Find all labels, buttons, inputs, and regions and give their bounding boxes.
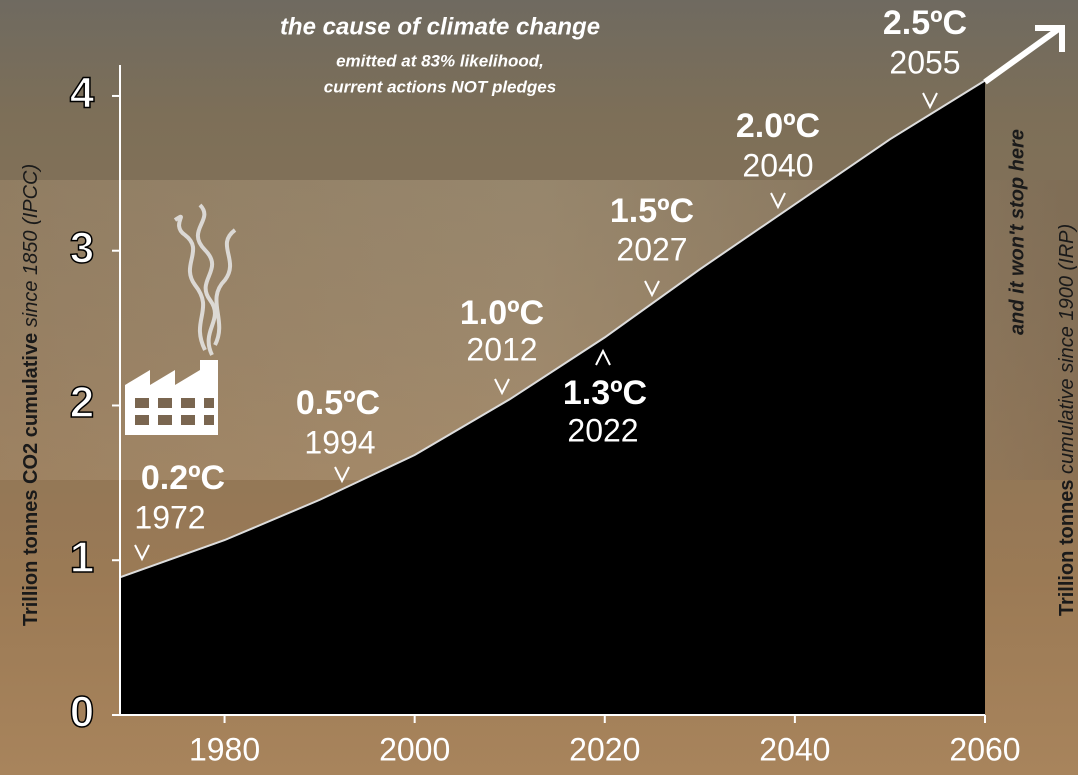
y-label-main: Trillion tonnes CO2 cumulative [20,333,42,626]
y-tick-label: 1 [70,533,94,582]
y2-label-source: cumulative since 1900 (IRP) [1056,224,1078,474]
x-tick-label: 1980 [189,731,260,767]
area [120,80,985,715]
year-label: 1972 [134,499,205,535]
x-tick-label: 2020 [569,731,640,767]
note: and it won't stop here [1006,129,1028,335]
year-label: 2055 [889,44,960,80]
y-tick-label: 4 [70,69,95,118]
temp-label: 1.3ºC [563,374,647,412]
caret [134,544,150,562]
caret [644,280,660,298]
temp-label: 0.5ºC [296,384,380,422]
subtitle: emitted at 83% likelihood, [336,51,544,70]
caret [595,348,611,366]
y2-label-main: Trillion tonnes [1056,480,1078,617]
year-label: 2027 [616,231,687,267]
y-tick-label: 3 [70,223,94,272]
x-tick-label: 2040 [759,731,830,767]
subtitle: current actions NOT pledges [324,77,556,96]
y-axis-label: Trillion tonnes CO2 cumulative since 185… [20,164,42,626]
y-label-source: since 1850 (IPCC) [20,164,42,327]
temp-label: 2.0ºC [736,107,820,145]
year-label: 1994 [304,424,375,460]
y-tick-label: 2 [70,378,94,427]
x-tick-label: 2000 [379,731,450,767]
year-label: 2022 [567,412,638,448]
year-label: 2012 [466,331,537,367]
y2-axis-label: Trillion tonnes cumulative since 1900 (I… [1056,224,1078,616]
area-edge [119,79,986,579]
factory-icon [125,360,218,435]
temp-label: 1.0ºC [460,294,544,332]
year-label: 2040 [742,147,813,183]
chart-title: the cause of climate change [280,13,600,40]
caret [770,192,786,210]
x-tick-label: 2060 [949,731,1020,767]
caret [334,466,350,484]
trend-arrow [983,25,1065,85]
smoke [173,203,237,356]
caret [922,92,938,110]
temp-label: 2.5ºC [883,4,967,42]
temp-label: 0.2ºC [141,459,225,497]
caret [494,378,510,396]
temp-label: 1.5ºC [610,192,694,230]
y-tick-label: 0 [70,688,94,737]
